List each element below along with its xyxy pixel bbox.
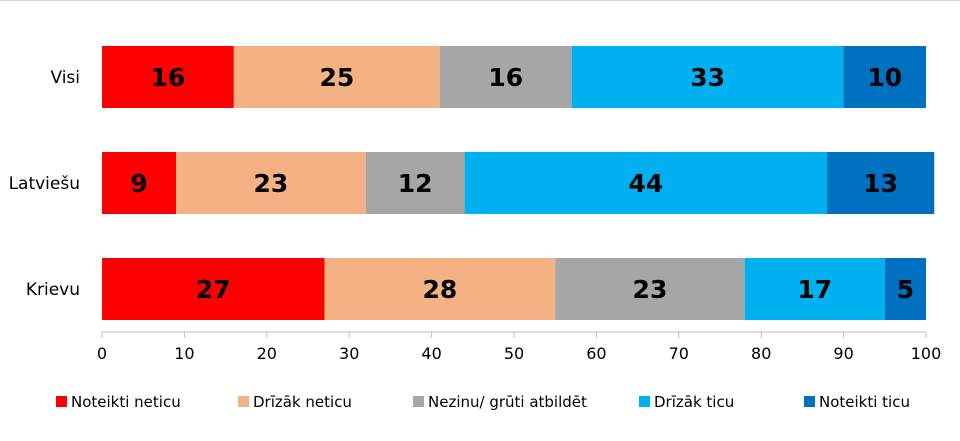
legend-label: Noteikti ticu — [819, 393, 910, 411]
bar-segment — [102, 46, 234, 108]
bar-segment — [571, 46, 844, 108]
x-tick-label: 60 — [586, 344, 606, 363]
x-axis: 0 10 20 30 40 50 60 70 80 90 100 — [97, 331, 942, 363]
data-label: 28 — [422, 275, 457, 304]
data-label: 16 — [151, 63, 186, 92]
data-label: 23 — [633, 275, 668, 304]
bar-segment — [464, 152, 828, 214]
data-label: 13 — [863, 169, 898, 198]
data-label: 27 — [196, 275, 231, 304]
data-label: 5 — [897, 275, 914, 304]
legend-swatch — [804, 396, 815, 407]
category-label: Latviešu — [9, 174, 80, 194]
x-tick-label: 0 — [97, 344, 107, 363]
legend-label: Drīzāk ticu — [654, 393, 734, 411]
data-label: 16 — [488, 63, 523, 92]
data-label: 12 — [398, 169, 433, 198]
bar-segment — [102, 258, 325, 320]
data-label: 23 — [254, 169, 289, 198]
x-tick-label: 10 — [174, 344, 194, 363]
legend-swatch — [413, 396, 424, 407]
category-label: Visi — [50, 68, 80, 88]
bar-segment — [884, 258, 926, 320]
x-tick-label: 70 — [669, 344, 689, 363]
legend: Noteikti neticu Drīzāk neticu Nezinu/ grūt… — [56, 393, 910, 411]
bar-segment — [324, 258, 556, 320]
legend-swatch — [238, 396, 249, 407]
legend-label: Drīzāk neticu — [253, 393, 352, 411]
data-label: 10 — [867, 63, 902, 92]
category-label: Krievu — [26, 280, 80, 300]
bar-segment — [843, 46, 926, 108]
x-tick-label: 20 — [257, 344, 277, 363]
bar-segment — [102, 152, 177, 214]
bar-segment — [439, 46, 572, 108]
bar-segment — [827, 152, 935, 214]
x-tick-label: 50 — [504, 344, 524, 363]
data-label: 33 — [690, 63, 725, 92]
data-label: 17 — [797, 275, 832, 304]
legend-label: Noteikti neticu — [71, 393, 181, 411]
bar-segment — [176, 152, 366, 214]
legend-swatch — [56, 396, 67, 407]
x-tick-label: 100 — [911, 344, 942, 363]
x-tick-label: 90 — [833, 344, 853, 363]
bar-segment — [365, 152, 465, 214]
category-labels: Visi Latviešu Krievu — [9, 68, 80, 300]
bar-segment — [555, 258, 745, 320]
bar-segment — [233, 46, 440, 108]
legend-swatch — [639, 396, 650, 407]
data-label: 25 — [319, 63, 354, 92]
data-label: 9 — [130, 169, 147, 198]
x-tick-label: 80 — [751, 344, 771, 363]
bar-segment — [744, 258, 885, 320]
x-tick-label: 40 — [421, 344, 441, 363]
data-label: 44 — [628, 169, 663, 198]
x-tick-label: 30 — [339, 344, 359, 363]
legend-label: Nezinu/ grūti atbildēt — [428, 393, 587, 411]
bars-group: 16 25 16 33 10 9 23 12 44 13 27 28 23 17 5 — [102, 46, 935, 320]
